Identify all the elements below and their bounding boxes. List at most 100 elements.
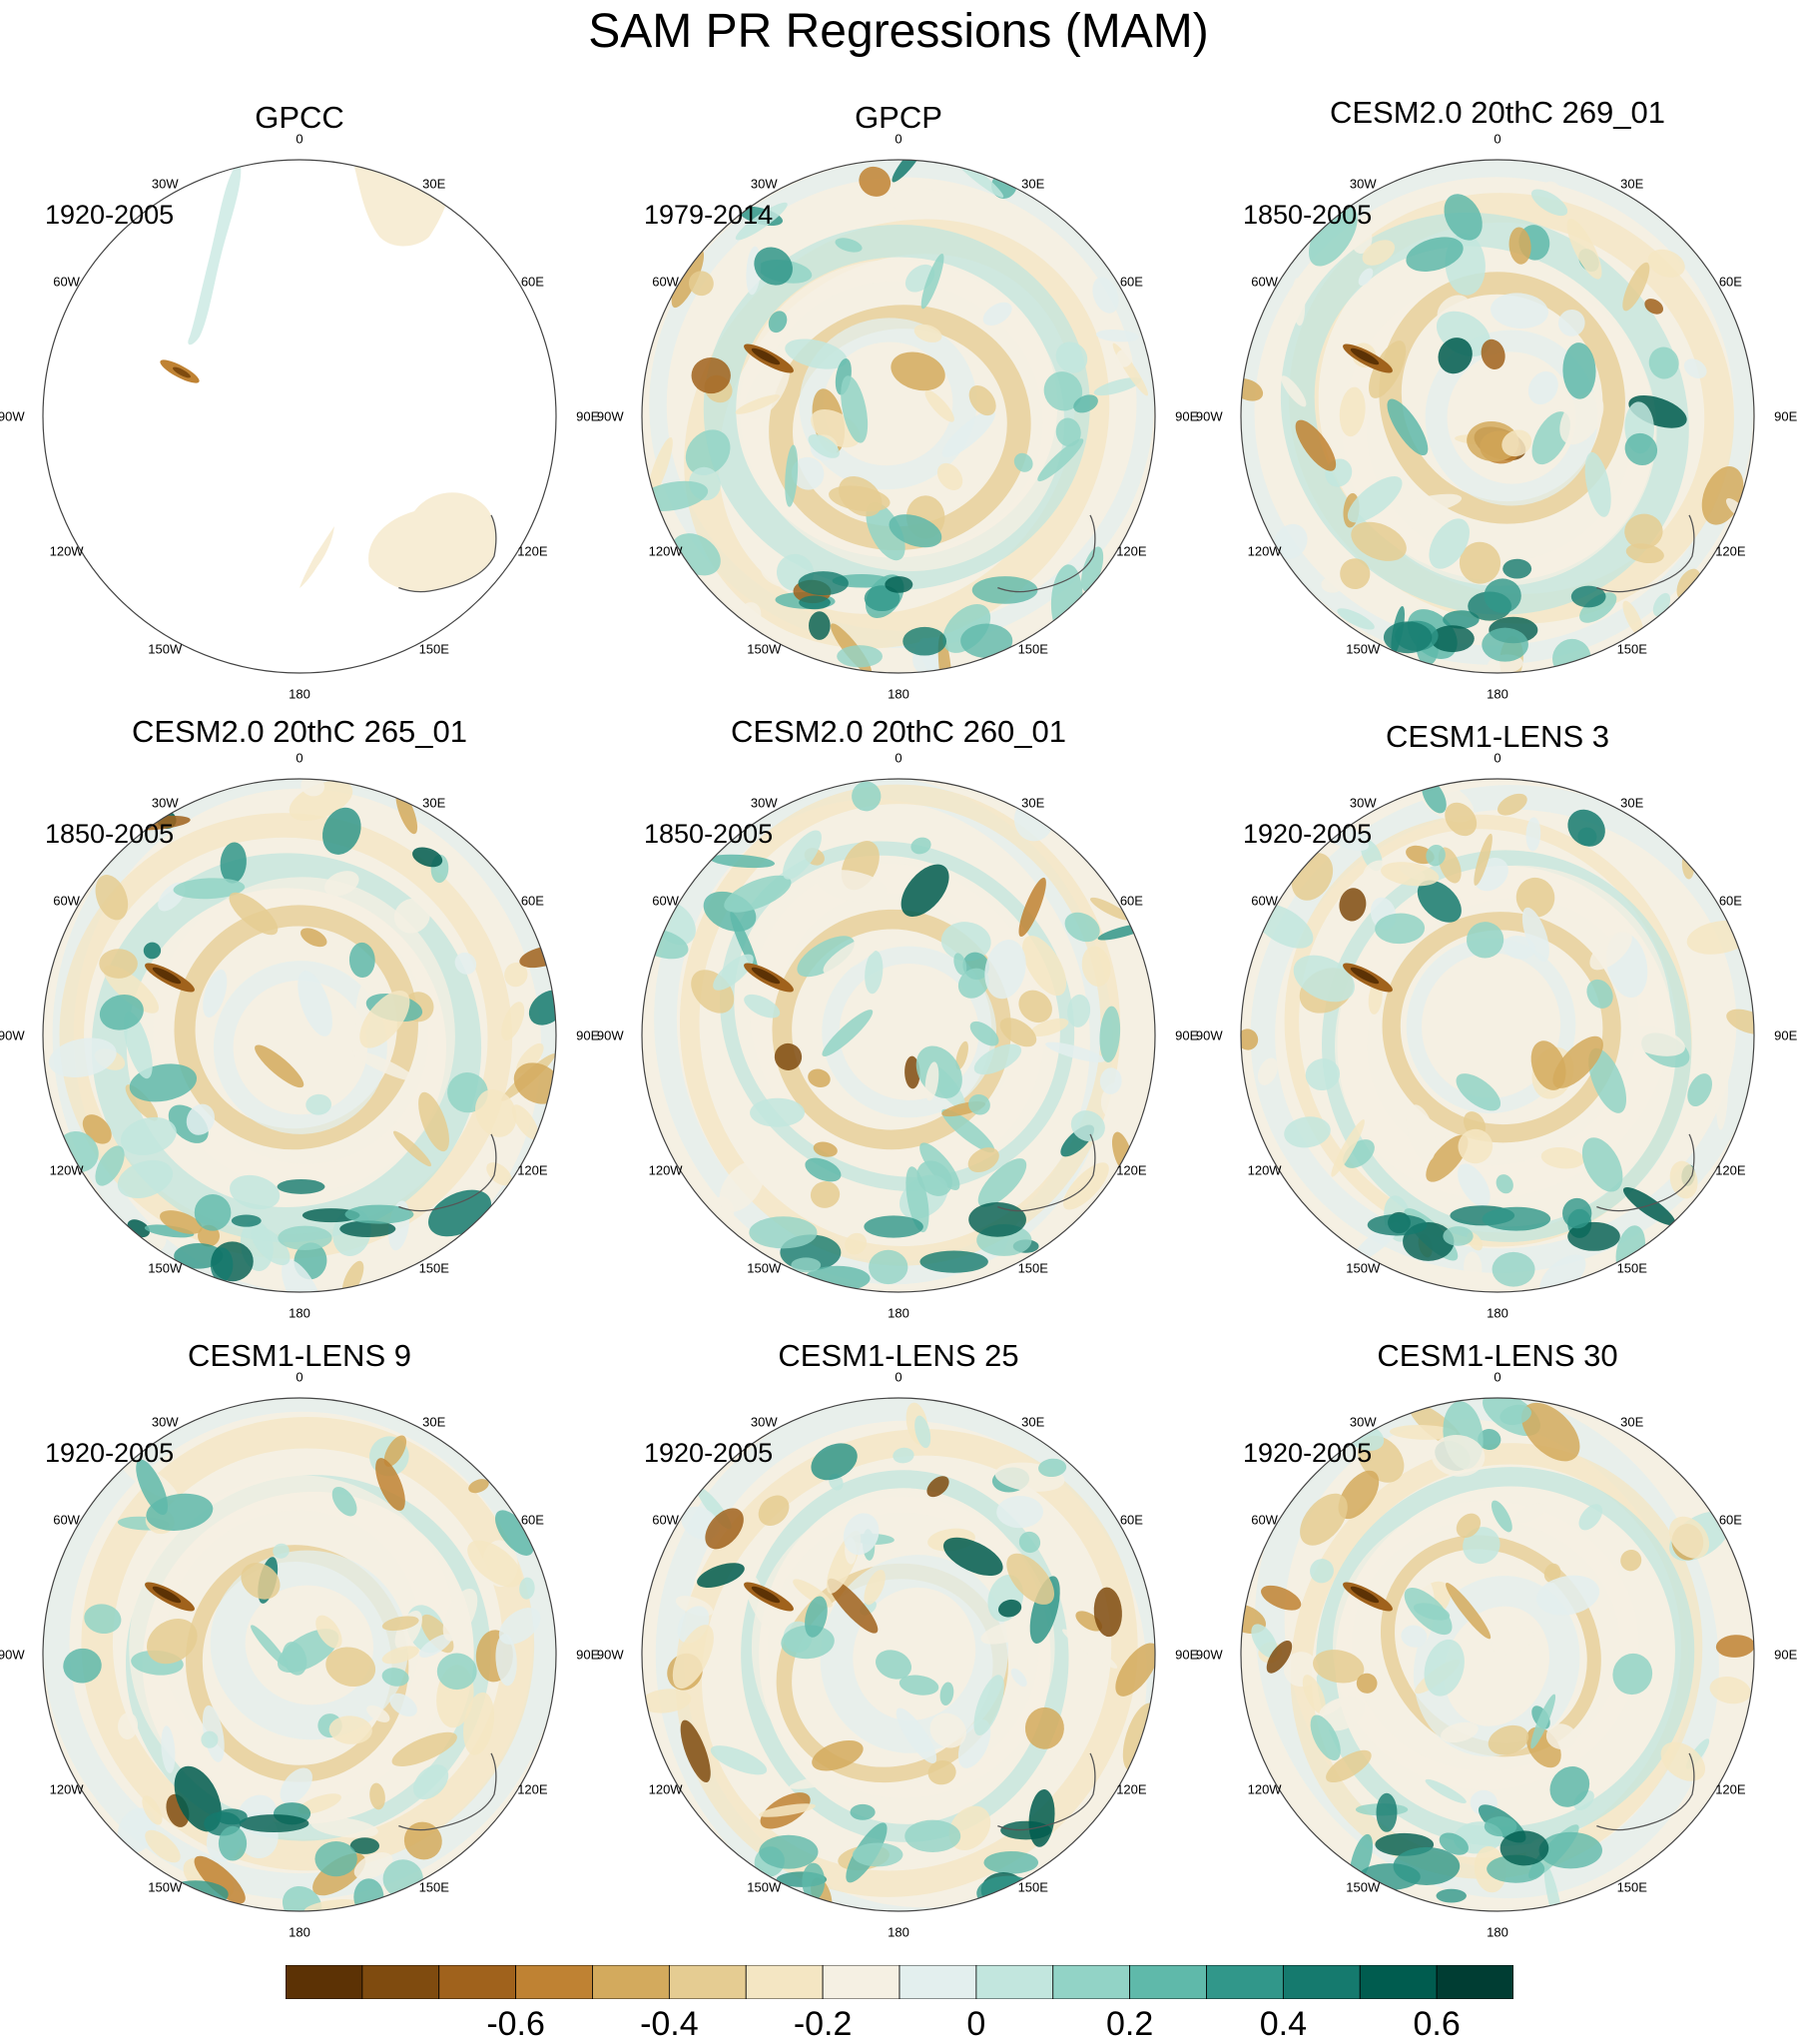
colorbar-swatch xyxy=(1359,1964,1438,2000)
longitude-label: 150W xyxy=(1346,641,1381,657)
longitude-label: 60E xyxy=(1718,274,1742,290)
longitude-label: 30E xyxy=(1620,176,1644,192)
panel-period: 1920-2005 xyxy=(1243,819,1373,849)
colorbar-swatch xyxy=(1436,1964,1514,2000)
longitude-label: 120E xyxy=(1116,543,1147,559)
map-panel: CESM2.0 20thC 269_01 1850-2005 0 30E 60E 90E 1… xyxy=(1195,85,1797,704)
longitude-label: 30W xyxy=(750,176,778,192)
longitude-label: 120W xyxy=(648,1781,683,1797)
colorbar-swatch xyxy=(1282,1964,1361,2000)
longitude-label: 120W xyxy=(648,543,683,559)
colorbar-swatch xyxy=(361,1964,440,2000)
colorbar-tick-label: -0.6 xyxy=(486,2005,545,2043)
longitude-label: 0 xyxy=(1494,750,1501,766)
longitude-label: 120W xyxy=(1247,543,1282,559)
longitude-label: 30W xyxy=(750,795,778,811)
longitude-label: 60W xyxy=(53,1512,80,1528)
polar-map xyxy=(1240,159,1755,674)
longitude-label: 60E xyxy=(520,1512,544,1528)
longitude-label: 180 xyxy=(289,1924,310,1940)
longitude-label: 30W xyxy=(151,795,179,811)
longitude-label: 180 xyxy=(1487,1305,1508,1321)
map-panel: CESM2.0 20thC 260_01 1850-2005 0 30E 60E 90E 1… xyxy=(596,704,1199,1323)
polar-map xyxy=(42,159,557,674)
longitude-label: 60W xyxy=(652,893,679,909)
longitude-label: 90E xyxy=(1175,1647,1199,1663)
longitude-label: 0 xyxy=(895,131,902,147)
longitude-label: 90E xyxy=(1175,1027,1199,1043)
map-panel: GPCC 1920-2005 0 30E 60E 90E 120E 150E 180 150W 12… xyxy=(0,85,599,704)
colorbar-swatch xyxy=(1206,1964,1284,2000)
longitude-label: 90W xyxy=(0,1647,25,1663)
longitude-label: 120W xyxy=(648,1162,683,1178)
longitude-label: 120W xyxy=(49,1781,84,1797)
panel-period: 1920-2005 xyxy=(644,1438,774,1468)
colorbar-swatch xyxy=(515,1964,593,2000)
longitude-label: 150E xyxy=(1017,641,1048,657)
colorbar-tick-label: -0.2 xyxy=(793,2005,853,2043)
longitude-label: 60E xyxy=(520,274,544,290)
longitude-label: 180 xyxy=(888,1924,909,1940)
longitude-label: 120E xyxy=(1715,543,1746,559)
longitude-label: 90W xyxy=(596,408,624,424)
panel-title: CESM2.0 20thC 269_01 xyxy=(1329,95,1666,130)
panel-title: CESM2.0 20thC 265_01 xyxy=(131,714,468,749)
longitude-label: 60W xyxy=(53,893,80,909)
longitude-label: 60W xyxy=(652,274,679,290)
longitude-label: 120E xyxy=(1715,1162,1746,1178)
longitude-label: 150E xyxy=(418,641,449,657)
longitude-label: 150W xyxy=(148,1879,183,1895)
longitude-label: 150W xyxy=(148,641,183,657)
longitude-label: 120W xyxy=(1247,1162,1282,1178)
longitude-label: 150W xyxy=(1346,1879,1381,1895)
panel-title: CESM1-LENS 3 xyxy=(1386,719,1609,754)
panel-period: 1920-2005 xyxy=(1243,1438,1373,1468)
longitude-label: 90E xyxy=(1774,1027,1797,1043)
longitude-label: 120E xyxy=(517,1162,548,1178)
longitude-label: 60E xyxy=(1119,274,1143,290)
longitude-label: 120E xyxy=(1715,1781,1746,1797)
longitude-label: 120E xyxy=(1116,1162,1147,1178)
longitude-label: 30E xyxy=(1620,795,1644,811)
polar-map xyxy=(42,778,557,1293)
longitude-label: 150W xyxy=(747,641,782,657)
longitude-label: 30E xyxy=(1021,176,1045,192)
longitude-label: 90W xyxy=(596,1027,624,1043)
longitude-label: 90W xyxy=(1195,408,1223,424)
longitude-label: 0 xyxy=(895,1369,902,1385)
longitude-label: 150W xyxy=(747,1260,782,1276)
longitude-label: 30W xyxy=(1349,795,1377,811)
longitude-label: 90W xyxy=(1195,1027,1223,1043)
longitude-label: 30E xyxy=(422,1414,446,1430)
longitude-label: 90E xyxy=(1175,408,1199,424)
longitude-label: 60E xyxy=(520,893,544,909)
longitude-label: 180 xyxy=(888,686,909,702)
colorbar-swatch xyxy=(975,1964,1054,2000)
longitude-label: 30E xyxy=(1021,1414,1045,1430)
colorbar-swatch xyxy=(1052,1964,1131,2000)
longitude-label: 180 xyxy=(289,1305,310,1321)
panel-title: GPCP xyxy=(855,100,942,135)
longitude-label: 150E xyxy=(1616,1260,1647,1276)
polar-map xyxy=(641,1397,1156,1912)
polar-map xyxy=(641,159,1156,674)
longitude-label: 90W xyxy=(0,408,25,424)
longitude-label: 60W xyxy=(1251,274,1278,290)
longitude-label: 150E xyxy=(1616,1879,1647,1895)
map-panel: CESM1-LENS 25 1920-2005 0 30E 60E 90E 120E 150E… xyxy=(597,1323,1199,1942)
longitude-label: 150W xyxy=(148,1260,183,1276)
longitude-label: 60W xyxy=(53,274,80,290)
longitude-label: 150W xyxy=(1346,1260,1381,1276)
longitude-label: 30W xyxy=(750,1414,778,1430)
colorbar-tick-label: 0.4 xyxy=(1259,2005,1308,2043)
colorbar xyxy=(285,1964,1514,2000)
longitude-label: 30W xyxy=(151,176,179,192)
colorbar-swatch xyxy=(438,1964,517,2000)
colorbar-tick-label: 0 xyxy=(966,2005,986,2043)
colorbar-swatch xyxy=(285,1964,363,2000)
longitude-label: 30E xyxy=(422,795,446,811)
longitude-label: 120W xyxy=(49,1162,84,1178)
panel-title: CESM2.0 20thC 260_01 xyxy=(730,714,1067,749)
longitude-label: 120E xyxy=(517,543,548,559)
longitude-label: 90E xyxy=(1774,1647,1797,1663)
